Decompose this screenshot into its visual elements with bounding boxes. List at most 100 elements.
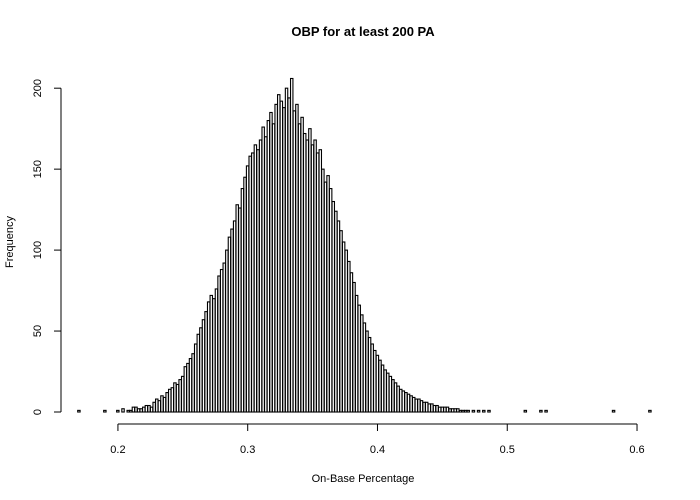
- histogram-bar: [414, 398, 419, 413]
- histogram-bar: [201, 319, 206, 413]
- x-axis: 0.2 0.3 0.4 0.5 0.6: [110, 423, 645, 456]
- histogram-bar: [476, 409, 481, 413]
- histogram-bar: [323, 181, 328, 413]
- histogram-bar: [458, 409, 463, 413]
- y-axis: 0 50 100 150 200: [32, 79, 62, 415]
- histogram-bar: [258, 139, 263, 413]
- histogram-bar: [232, 220, 237, 413]
- histogram-bar: [134, 406, 138, 413]
- histogram-bar: [373, 349, 377, 413]
- y-axis-label: Frequency: [4, 216, 16, 268]
- histogram-bar: [648, 409, 652, 413]
- histogram-bar: [443, 406, 447, 413]
- histogram-bar: [406, 393, 411, 413]
- histogram-bar: [430, 403, 434, 413]
- histogram-bar: [339, 230, 343, 413]
- histogram-bar: [352, 281, 356, 413]
- histogram-bar: [167, 388, 172, 413]
- histogram-bar: [367, 336, 372, 413]
- histogram-bar: [103, 409, 107, 413]
- histogram-bar: [409, 395, 413, 413]
- x-tick-label: 0.5: [500, 444, 515, 456]
- histogram-bar: [544, 409, 548, 413]
- histogram-bar: [466, 409, 470, 413]
- histogram-bar: [404, 392, 408, 413]
- histogram-bar: [276, 94, 281, 413]
- histogram-bar: [235, 204, 239, 413]
- x-tick-label: 0.4: [370, 444, 385, 456]
- histogram-bar: [539, 409, 543, 413]
- histogram-bar: [310, 144, 315, 413]
- histogram-bar: [424, 401, 429, 413]
- histogram-bar: [437, 406, 442, 413]
- histogram-bar: [230, 228, 234, 413]
- histogram-bar: [271, 123, 276, 413]
- histogram-bar: [315, 152, 320, 413]
- y-tick-label: 100: [32, 241, 44, 259]
- histogram-bar: [362, 322, 367, 413]
- histogram-bar: [157, 400, 162, 413]
- histogram-bar: [396, 385, 400, 413]
- histogram-bar: [116, 409, 120, 413]
- histogram-bar: [219, 268, 224, 413]
- histogram-bar: [209, 294, 214, 413]
- histogram-bar: [180, 375, 185, 413]
- histogram-bar: [121, 408, 125, 413]
- histogram-bar: [357, 304, 361, 413]
- histogram-bars: [77, 77, 652, 413]
- histogram-bar: [471, 409, 476, 413]
- histogram-bar: [360, 314, 364, 413]
- histogram-bar: [139, 408, 143, 413]
- histogram-bar: [160, 395, 164, 413]
- x-tick-label: 0.2: [110, 444, 125, 456]
- histogram-bar: [282, 107, 286, 413]
- histogram-bar: [347, 260, 351, 413]
- histogram-bar: [375, 354, 380, 413]
- histogram-bar: [380, 364, 385, 413]
- histogram-bar: [253, 144, 258, 413]
- x-axis-label: On-Base Percentage: [312, 473, 415, 485]
- y-tick-label: 50: [32, 325, 44, 337]
- histogram-bar: [300, 116, 304, 413]
- histogram-bar: [266, 120, 271, 413]
- histogram-bar: [453, 408, 457, 413]
- histogram-bar: [238, 207, 242, 413]
- histogram-bar: [129, 409, 133, 413]
- histogram-bar: [386, 372, 390, 413]
- histogram-bar: [264, 136, 268, 413]
- histogram-bar: [328, 188, 333, 413]
- histogram-bar: [523, 409, 528, 413]
- histogram-bar: [152, 401, 156, 413]
- histogram-bar: [318, 149, 323, 413]
- histogram-bar: [204, 311, 208, 413]
- histogram-bar: [214, 288, 219, 413]
- x-tick-label: 0.3: [240, 444, 255, 456]
- histogram-bar: [419, 400, 424, 413]
- histogram-bar: [365, 330, 369, 413]
- histogram-bar: [289, 77, 294, 413]
- histogram-bar: [196, 333, 201, 413]
- histogram-bar: [136, 408, 141, 413]
- histogram-bar: [287, 97, 291, 413]
- histogram-bar: [448, 408, 452, 413]
- histogram-bar: [295, 103, 299, 413]
- histogram-bar: [147, 404, 151, 413]
- histogram-bar: [178, 379, 182, 413]
- histogram-bar: [173, 382, 177, 413]
- histogram-bar: [391, 379, 395, 413]
- chart-title: OBP for at least 200 PA: [291, 24, 435, 39]
- x-tick-label: 0.6: [629, 444, 644, 456]
- histogram-bar: [183, 366, 188, 413]
- histogram-bar: [461, 409, 465, 413]
- histogram-bar: [77, 409, 81, 413]
- histogram-bar: [344, 249, 348, 413]
- histogram-bar: [487, 409, 491, 413]
- histogram-bar: [243, 176, 247, 413]
- y-tick-label: 150: [32, 160, 44, 178]
- histogram-bar: [401, 390, 406, 413]
- y-tick-label: 0: [32, 409, 44, 415]
- y-tick-label: 200: [32, 79, 44, 97]
- histogram-bar: [334, 210, 338, 413]
- histogram-bar: [206, 301, 211, 413]
